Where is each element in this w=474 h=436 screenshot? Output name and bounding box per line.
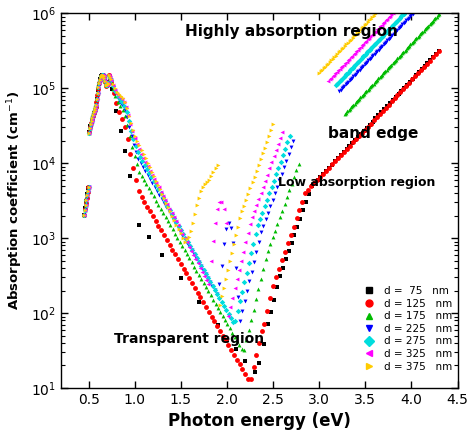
Y-axis label: Absorption coefficient (cm$^{-1}$): Absorption coefficient (cm$^{-1}$) [6, 91, 25, 310]
Text: Highly absorption region: Highly absorption region [185, 24, 398, 39]
Text: Low absorption region: Low absorption region [278, 176, 435, 189]
X-axis label: Photon energy (eV): Photon energy (eV) [168, 412, 351, 430]
Text: Transparent region: Transparent region [114, 332, 264, 346]
Text: band edge: band edge [328, 126, 419, 140]
Legend: d =  75   nm, d = 125   nm, d = 175   nm, d = 225   nm, d = 275   nm, d = 325   : d = 75 nm, d = 125 nm, d = 175 nm, d = 2… [359, 286, 452, 371]
